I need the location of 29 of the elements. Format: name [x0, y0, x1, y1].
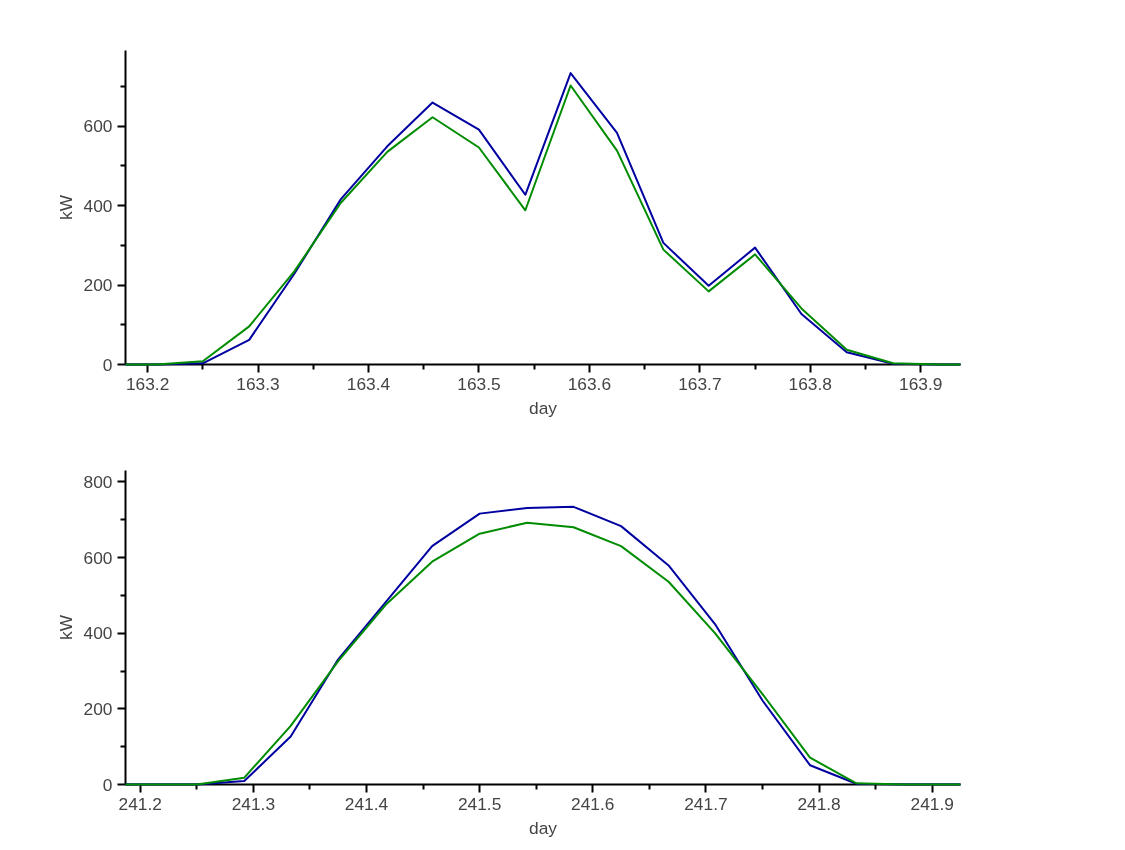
- x-tick-label: 163.6: [567, 373, 612, 394]
- x-tick-label: 241.4: [344, 793, 389, 814]
- x-tick-label: 241.2: [118, 793, 162, 814]
- y-tick-label: 0: [102, 354, 113, 375]
- x-tick-label: 163.8: [788, 373, 832, 394]
- y-tick-label: 600: [83, 116, 113, 137]
- x-tick-label: 163.3: [236, 373, 280, 394]
- y-tick-label: 0: [102, 774, 113, 795]
- y-tick-label: 400: [83, 195, 113, 216]
- x-tick-label: 163.7: [678, 373, 722, 394]
- x-tick-label: 241.9: [910, 793, 954, 814]
- y-tick-label: 400: [83, 623, 113, 644]
- x-tick-label: 163.2: [125, 373, 170, 394]
- y-tick-label: 200: [83, 275, 113, 296]
- x-tick-label: 163.9: [899, 373, 943, 394]
- x-tick-label: 241.3: [231, 793, 276, 814]
- y-tick-label: 200: [83, 698, 113, 719]
- y-axis-title: kW: [55, 614, 76, 641]
- x-axis-title: day: [529, 397, 558, 418]
- x-tick-label: 241.5: [457, 793, 502, 814]
- y-tick-label: 800: [83, 471, 113, 492]
- x-tick-label: 241.6: [571, 793, 615, 814]
- x-tick-label: 163.5: [457, 373, 501, 394]
- y-axis-title: kW: [55, 194, 76, 221]
- x-axis-title: day: [529, 817, 558, 838]
- x-tick-label: 163.4: [346, 373, 391, 394]
- x-tick-label: 241.8: [797, 793, 841, 814]
- x-tick-label: 241.7: [684, 793, 728, 814]
- y-tick-label: 600: [83, 547, 113, 568]
